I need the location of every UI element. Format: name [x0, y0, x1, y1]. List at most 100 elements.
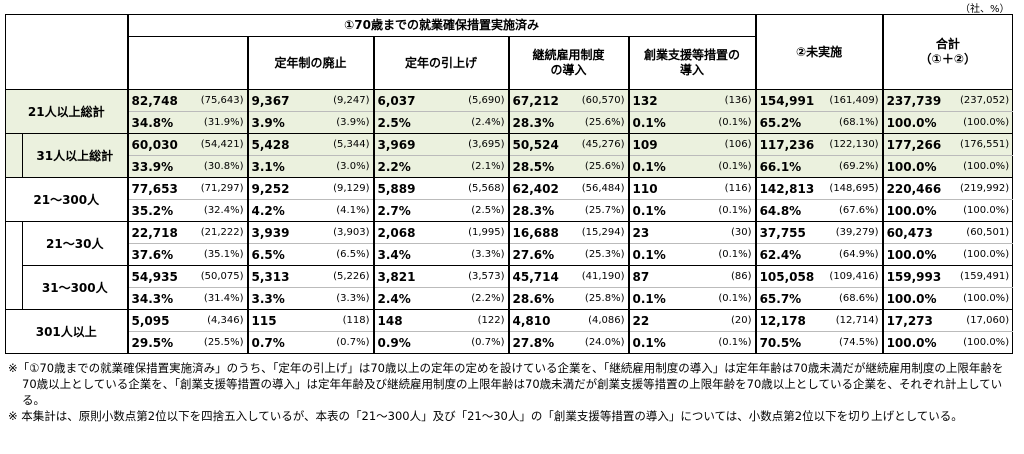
previous-value: (0.7%)	[443, 331, 509, 354]
value: 70.5%	[754, 331, 821, 354]
indent	[5, 221, 23, 310]
value: 3.9%	[246, 111, 314, 134]
previous-value: (24.0%)	[568, 331, 629, 354]
value: 237,739	[881, 89, 948, 112]
header	[126, 36, 248, 90]
table-row: 34.3% (31.4%) 3.3% (3.3%) 2.4% (2.2%) 28.6% (25…	[6, 287, 1014, 310]
table-row: 21人以上総計 82,748 (75,643) 9,367 (9,247) 6,037 (5…	[5, 89, 1014, 134]
header: 定年の引上げ	[372, 36, 509, 90]
previous-value: (25.8%)	[568, 287, 629, 310]
previous-value: (0.1%)	[694, 331, 757, 354]
previous-value: (5,690)	[443, 89, 509, 112]
value: 148	[372, 309, 444, 332]
value: 22	[627, 309, 695, 332]
row-label: 31人以上総計	[22, 133, 128, 178]
previous-value: (0.1%)	[694, 155, 757, 178]
value: 177,266	[881, 133, 948, 156]
previous-value: (100.0%)	[947, 111, 1014, 134]
note: ※「①70歳までの就業確保措置実施済み」のうち、「定年の引上げ」は70歳以上の定…	[8, 361, 1004, 407]
value: 82,748	[126, 89, 191, 112]
value: 3,969	[372, 133, 444, 156]
table-row: 37.6% (35.1%) 6.5% (6.5%) 3.4% (3.3%) 27.6% (25…	[6, 243, 1014, 266]
value: 35.2%	[126, 199, 191, 222]
previous-value: (56,484)	[568, 177, 629, 200]
previous-value: (3,573)	[443, 265, 509, 288]
previous-value: (35.1%)	[190, 243, 248, 266]
previous-value: (116)	[694, 177, 757, 200]
previous-value: (0.1%)	[694, 111, 757, 134]
table-row: 33.9% (30.8%) 3.1% (3.0%) 2.2% (2.1%) 28.5% (25…	[5, 155, 1014, 178]
table-body: 21人以上総計 82,748 (75,643) 9,367 (9,247) 6,037 (5…	[5, 89, 1014, 354]
value: 17,273	[881, 309, 948, 332]
value: 54,935	[126, 265, 191, 288]
previous-value: (100.0%)	[947, 243, 1014, 266]
value: 5,889	[372, 177, 444, 200]
previous-value: (25.7%)	[568, 199, 629, 222]
previous-value: (15,294)	[568, 221, 629, 244]
value: 2,068	[372, 221, 444, 244]
previous-value: (21,222)	[190, 221, 248, 244]
value: 3,939	[246, 221, 314, 244]
previous-value: (25.3%)	[568, 243, 629, 266]
value: 4,810	[507, 309, 569, 332]
header: ②未実施	[754, 14, 884, 90]
row-label: 21～30人	[22, 221, 128, 266]
previous-value: (69.2%)	[820, 155, 884, 178]
previous-value: (109,416)	[820, 265, 884, 288]
previous-value: (71,297)	[190, 177, 248, 200]
previous-value: (86)	[694, 265, 757, 288]
value: 6.5%	[246, 243, 314, 266]
value: 64.8%	[754, 199, 821, 222]
table-row: 31～300人 54,935 (50,075) 5,313 (5,226) 3,821 (3…	[6, 265, 1014, 310]
previous-value: (74.5%)	[820, 331, 884, 354]
previous-value: (64.9%)	[820, 243, 884, 266]
notes: ※「①70歳までの就業確保措置実施済み」のうち、「定年の引上げ」は70歳以上の定…	[8, 360, 1008, 424]
previous-value: (237,052)	[947, 89, 1014, 112]
value: 6,037	[372, 89, 444, 112]
value: 60,030	[126, 133, 191, 156]
indent	[5, 133, 23, 178]
previous-value: (5,344)	[313, 133, 374, 156]
table-row: 31人以上総計 60,030 (54,421) 5,428 (5,344) 3,969 (3…	[5, 133, 1014, 178]
previous-value: (0.1%)	[694, 243, 757, 266]
value: 142,813	[754, 177, 821, 200]
value: 0.1%	[627, 111, 695, 134]
previous-value: (106)	[694, 133, 757, 156]
value: 65.7%	[754, 287, 821, 310]
header: 合計 （①＋②）	[881, 14, 1014, 90]
previous-value: (118)	[313, 309, 374, 332]
previous-value: (3.3%)	[313, 287, 374, 310]
header-row: ①70歳までの就業確保措置実施済み ②未実施 合計 （①＋②）	[5, 14, 1014, 90]
value: 0.1%	[627, 199, 695, 222]
value: 9,367	[246, 89, 314, 112]
previous-value: (159,491)	[947, 265, 1014, 288]
value: 27.8%	[507, 331, 569, 354]
value: 100.0%	[881, 111, 948, 134]
value: 45,714	[507, 265, 569, 288]
previous-value: (2.1%)	[443, 155, 509, 178]
previous-value: (0.1%)	[694, 199, 757, 222]
previous-value: (5,568)	[443, 177, 509, 200]
value: 0.7%	[246, 331, 314, 354]
value: 12,178	[754, 309, 821, 332]
value: 28.3%	[507, 111, 569, 134]
header: 継続雇用制度 の導入	[507, 36, 629, 90]
value: 159,993	[881, 265, 948, 288]
previous-value: (122,130)	[820, 133, 884, 156]
header: 創業支援等措置の 導入	[627, 36, 757, 90]
value: 3,821	[372, 265, 444, 288]
previous-value: (4,346)	[190, 309, 248, 332]
previous-value: (30.8%)	[190, 155, 248, 178]
value: 154,991	[754, 89, 821, 112]
value: 37.6%	[126, 243, 191, 266]
group-header: ①70歳までの就業確保措置実施済み	[126, 14, 757, 37]
value: 0.9%	[372, 331, 444, 354]
value: 105,058	[754, 265, 821, 288]
value: 62,402	[507, 177, 569, 200]
previous-value: (6.5%)	[313, 243, 374, 266]
previous-value: (9,247)	[313, 89, 374, 112]
value: 29.5%	[126, 331, 191, 354]
value: 16,688	[507, 221, 569, 244]
previous-value: (100.0%)	[947, 331, 1014, 354]
previous-value: (9,129)	[313, 177, 374, 200]
